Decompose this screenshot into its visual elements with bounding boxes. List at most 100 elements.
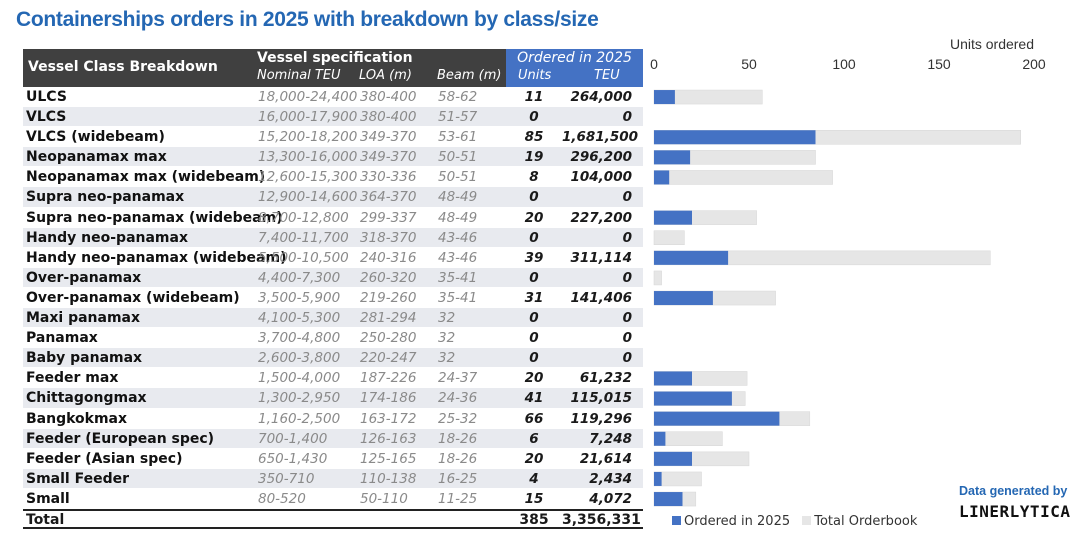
row-name: Baby panamax xyxy=(26,350,143,367)
row-nominal-teu: 350-710 xyxy=(258,470,315,487)
row-loa: 349-370 xyxy=(360,149,417,166)
legend-label-ordered: Ordered in 2025 xyxy=(684,514,791,529)
header-nominal-teu: Nominal TEU xyxy=(257,68,341,83)
row-nominal-teu: 12,900-14,600 xyxy=(258,189,358,206)
row-ordered-teu: 1,681,500 xyxy=(562,129,639,146)
table-row: Supra neo-panamax 12,900-14,600 364-370 48-… xyxy=(23,187,643,208)
row-loa: 163-172 xyxy=(360,410,417,427)
bar-total-orderbook xyxy=(653,270,662,286)
bar-total-orderbook xyxy=(653,170,833,185)
table-row: Supra neo-panamax (widebeam) 8,700-12,800… xyxy=(23,208,643,228)
row-units: 0 xyxy=(529,189,539,206)
bar-ordered-2025 xyxy=(654,391,732,406)
row-nominal-teu: 2,600-3,800 xyxy=(258,350,341,367)
header-ordered: Ordered in 2025 Units TEU xyxy=(506,49,643,87)
x-tick-label: 200 xyxy=(1022,56,1046,72)
bar-chart: 0 50 100 150 200 xyxy=(650,56,1046,507)
table-row: Handy neo-panamax (widebeam) 5,500-10,500… xyxy=(23,248,643,268)
row-units: 6 xyxy=(529,430,539,447)
row-nominal-teu: 80-520 xyxy=(258,490,306,507)
row-units: 0 xyxy=(529,269,539,286)
row-beam: 50-51 xyxy=(438,149,478,166)
table-header: Vessel Class Breakdown Vessel specificat… xyxy=(23,49,643,87)
row-nominal-teu: 650-1,430 xyxy=(258,450,328,467)
table-row: Baby panamax 2,600-3,800 220-247 32 0 0 xyxy=(23,348,643,369)
row-units: 0 xyxy=(529,310,539,327)
row-loa: 126-163 xyxy=(360,430,417,447)
row-beam: 48-49 xyxy=(438,209,478,226)
row-name: Feeder (Asian spec) xyxy=(26,450,183,467)
row-units: 20 xyxy=(524,370,544,387)
row-ordered-teu: 0 xyxy=(622,310,632,327)
table-row: ULCS 18,000-24,400 380-400 58-62 11 264,000 xyxy=(23,87,643,108)
bar-ordered-2025 xyxy=(654,471,662,486)
table-row: Small Feeder 350-710 110-138 16-25 4 2,434 xyxy=(23,468,643,489)
row-units: 11 xyxy=(524,89,544,105)
row-loa: 349-370 xyxy=(360,129,417,146)
row-loa: 240-316 xyxy=(360,249,417,266)
table-body: ULCS 18,000-24,400 380-400 58-62 11 264,000 VL… xyxy=(23,87,643,509)
row-ordered-teu: 61,232 xyxy=(579,370,632,387)
row-nominal-teu: 1,160-2,500 xyxy=(258,410,341,427)
table-row: Chittagongmax 1,300-2,950 174-186 24-36 41 11… xyxy=(23,388,643,409)
row-name: VLCS xyxy=(26,109,67,126)
x-axis-title: Units ordered xyxy=(949,36,1034,52)
header-spec-title: Vessel specification xyxy=(257,50,413,66)
row-name: Bangkokmax xyxy=(26,410,128,427)
row-name: VLCS (widebeam) xyxy=(26,129,165,146)
row-loa: 220-247 xyxy=(360,350,417,367)
table-row: Feeder (European spec) 700-1,400 126-163 18… xyxy=(23,428,643,449)
table-row: Panamax 3,700-4,800 250-280 32 0 0 xyxy=(23,328,643,349)
row-nominal-teu: 1,500-4,000 xyxy=(258,370,341,387)
table-row: Over-panamax (widebeam) 3,500-5,900 219-26… xyxy=(23,288,643,309)
total-units: 385 xyxy=(519,511,549,528)
row-ordered-teu: 296,200 xyxy=(570,149,633,166)
row-units: 15 xyxy=(524,490,544,507)
row-beam: 18-26 xyxy=(438,430,478,447)
bar-ordered-2025 xyxy=(654,210,692,225)
table-total-row: Total 385 3,356,331 xyxy=(23,508,643,529)
row-units: 8 xyxy=(529,169,539,186)
table-row: Over-panamax 4,400-7,300 260-320 35-41 0 0 xyxy=(23,267,643,288)
row-name: Chittagongmax xyxy=(26,390,147,407)
row-nominal-teu: 1,300-2,950 xyxy=(258,390,341,407)
row-units: 0 xyxy=(529,330,539,347)
table-row: VLCS (widebeam) 15,200-18,200 349-370 53-61… xyxy=(23,127,643,148)
row-name: Over-panamax (widebeam) xyxy=(26,289,240,306)
row-ordered-teu: 227,200 xyxy=(570,209,633,226)
legend-label-total: Total Orderbook xyxy=(814,514,918,529)
row-loa: 187-226 xyxy=(360,370,417,387)
row-loa: 380-400 xyxy=(360,109,417,126)
row-beam: 35-41 xyxy=(438,269,478,286)
row-nominal-teu: 3,700-4,800 xyxy=(258,330,341,347)
table-row: VLCS 16,000-17,900 380-400 51-57 0 0 xyxy=(23,107,643,128)
row-ordered-teu: 0 xyxy=(622,350,632,367)
credit-logo: LINERLYTICA xyxy=(959,502,1071,521)
row-name: Neopanamax max (widebeam) xyxy=(26,169,266,186)
row-name: Maxi panamax xyxy=(26,310,141,327)
row-beam: 43-46 xyxy=(438,229,478,246)
table-row: Handy neo-panamax 7,400-11,700 318-370 43-4… xyxy=(23,227,643,248)
bar-ordered-2025 xyxy=(654,130,816,145)
row-loa: 50-110 xyxy=(360,490,408,507)
row-nominal-teu: 15,200-18,200 xyxy=(258,129,358,146)
row-beam: 16-25 xyxy=(438,470,478,487)
row-beam: 32 xyxy=(438,310,456,327)
row-beam: 24-37 xyxy=(438,370,478,387)
bar-ordered-2025 xyxy=(654,150,691,165)
row-beam: 53-61 xyxy=(438,129,478,146)
row-units: 39 xyxy=(524,249,544,266)
total-label: Total xyxy=(26,511,65,528)
row-beam: 32 xyxy=(438,330,456,347)
row-name: Neopanamax max xyxy=(26,149,167,166)
credit-text: Data generated by xyxy=(959,484,1068,498)
row-name: Over-panamax xyxy=(26,269,142,286)
header-beam: Beam (m) xyxy=(437,68,502,83)
row-units: 85 xyxy=(524,129,544,146)
row-nominal-teu: 12,600-15,300 xyxy=(258,169,358,186)
table-row: Bangkokmax 1,160-2,500 163-172 25-32 66 119,2… xyxy=(23,409,643,429)
row-units: 0 xyxy=(529,109,539,126)
row-units: 0 xyxy=(529,229,539,246)
row-nominal-teu: 18,000-24,400 xyxy=(258,89,358,105)
table-row: Neopanamax max (widebeam) 12,600-15,300 33… xyxy=(23,167,643,188)
